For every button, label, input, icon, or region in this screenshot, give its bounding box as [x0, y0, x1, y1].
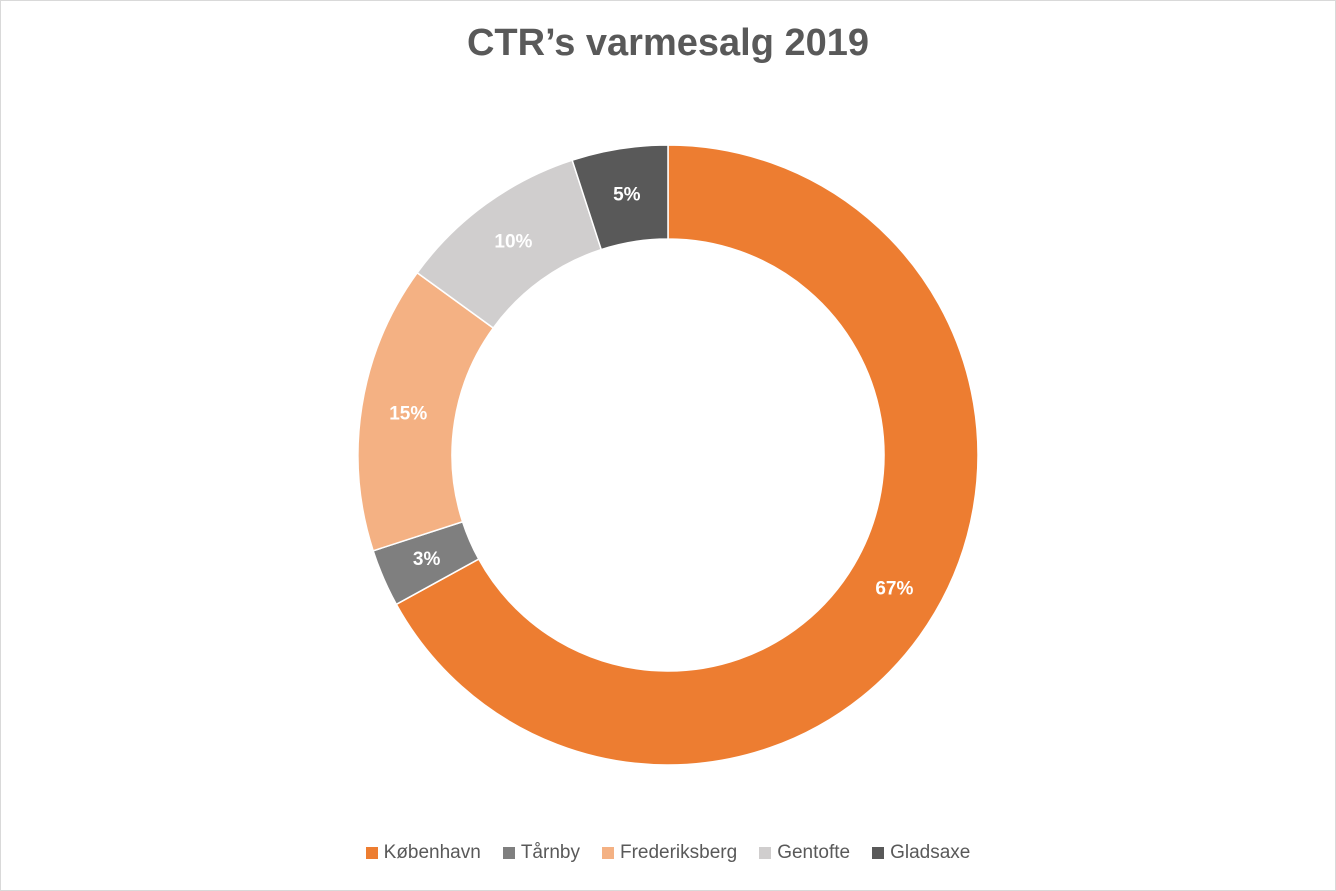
data-label-tårnby: 3%	[413, 549, 441, 570]
data-label-københavn: 67%	[875, 578, 913, 599]
chart-title: CTR’s varmesalg 2019	[466, 22, 870, 64]
data-label-gladsaxe: 5%	[613, 185, 641, 206]
data-label-frederiksberg: 15%	[389, 403, 427, 424]
legend-item-københavn: København	[365, 842, 481, 864]
legend-swatch	[502, 847, 515, 859]
legend-swatch	[365, 847, 378, 859]
legend-label: Gentofte	[777, 842, 851, 863]
legend-label: Tårnby	[520, 842, 580, 863]
legend-label: Frederiksberg	[619, 842, 738, 863]
legend-label: Gladsaxe	[890, 842, 971, 863]
legend-item-frederiksberg: Frederiksberg	[601, 842, 738, 864]
data-label-gentofte: 10%	[494, 232, 532, 253]
legend-label: København	[383, 842, 481, 863]
legend: København Tårnby Frederiksberg Gentofte Glad…	[0, 842, 1336, 864]
legend-item-gentofte: Gentofte	[759, 842, 850, 864]
legend-swatch	[759, 847, 772, 859]
legend-item-gladsaxe: Gladsaxe	[872, 842, 970, 864]
donut-slice-gladsaxe	[571, 144, 669, 251]
legend-swatch	[601, 847, 614, 859]
donut-slice-københavn	[395, 144, 979, 766]
legend-item-tårnby: Tårnby	[502, 842, 580, 864]
legend-swatch	[872, 847, 885, 859]
